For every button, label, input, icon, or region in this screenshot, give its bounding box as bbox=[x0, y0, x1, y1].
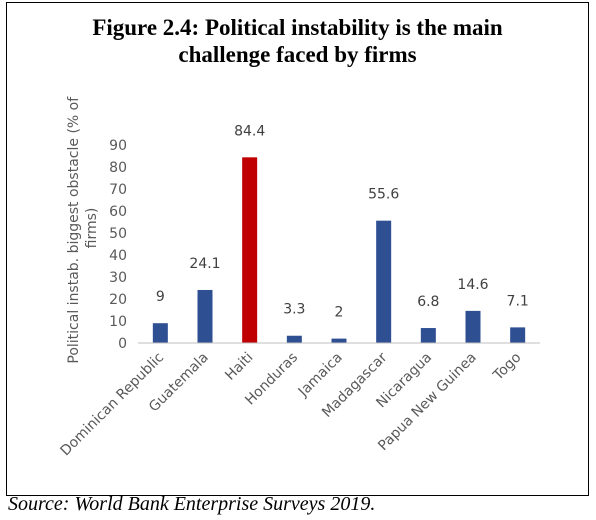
y-axis-title-line-1: Political instab. biggest obstacle (% of bbox=[66, 96, 82, 364]
data-label: 3.3 bbox=[283, 302, 305, 318]
y-tick-label: 30 bbox=[109, 270, 127, 286]
bar-madagascar bbox=[376, 220, 392, 343]
figure-frame bbox=[6, 2, 589, 496]
y-tick-label: 10 bbox=[109, 314, 127, 330]
bar-haiti bbox=[242, 157, 258, 343]
data-label: 55.6 bbox=[368, 187, 399, 203]
bar-nicaragua bbox=[420, 328, 436, 343]
data-label: 7.1 bbox=[507, 293, 529, 309]
y-tick-label: 0 bbox=[118, 336, 127, 352]
figure-title-line-2: challenge faced by firms bbox=[178, 42, 417, 67]
bar-chart: 0 10 20 30 40 50 60 70 80 90 9 24.1 84.4 3.3 2 55.6 6.8… bbox=[58, 92, 540, 459]
bar-togo bbox=[510, 327, 526, 343]
bar-jamaica bbox=[331, 338, 347, 343]
y-axis-title-line-2: firms) bbox=[84, 208, 100, 249]
bar-dominican-republic bbox=[152, 323, 168, 343]
y-tick-label: 60 bbox=[109, 204, 127, 220]
data-label: 14.6 bbox=[457, 277, 488, 293]
y-tick-label: 80 bbox=[109, 160, 127, 176]
data-label: 2 bbox=[335, 305, 344, 321]
figure-title-line-1: Figure 2.4: Political instability is the… bbox=[92, 15, 503, 40]
bar-guatemala bbox=[197, 289, 213, 343]
data-label: 9 bbox=[156, 289, 165, 305]
source-note: Source: World Bank Enterprise Surveys 20… bbox=[8, 493, 376, 515]
data-label: 6.8 bbox=[417, 294, 439, 310]
y-tick-label: 70 bbox=[109, 182, 127, 198]
figure-title: Figure 2.4: Political instability is the… bbox=[6, 14, 589, 68]
data-label: 24.1 bbox=[189, 256, 220, 272]
x-tick-label: Togo bbox=[490, 350, 525, 385]
y-tick-label: 90 bbox=[109, 138, 127, 154]
y-tick-label: 20 bbox=[109, 292, 127, 308]
bar-honduras bbox=[286, 335, 302, 343]
y-tick-label: 40 bbox=[109, 248, 127, 264]
y-tick-label: 50 bbox=[109, 226, 127, 242]
y-axis-title: Political instab. biggest obstacle (% of… bbox=[66, 92, 100, 363]
x-tick-label: Haiti bbox=[222, 350, 256, 384]
bar-papua-new-guinea bbox=[465, 310, 481, 343]
data-label: 84.4 bbox=[234, 123, 265, 139]
